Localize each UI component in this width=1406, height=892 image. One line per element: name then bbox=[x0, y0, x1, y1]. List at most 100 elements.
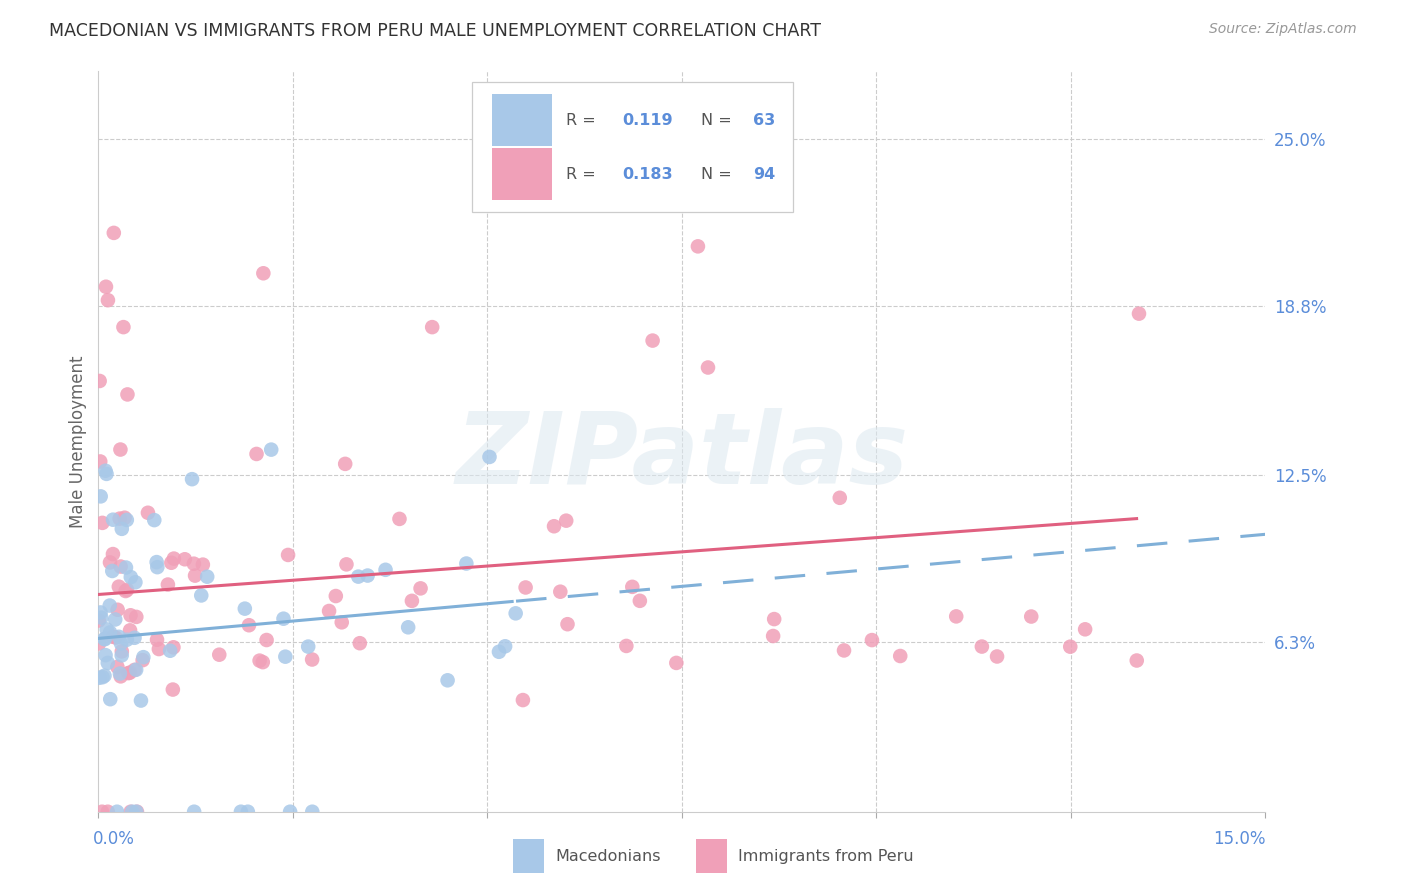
Point bbox=[117, 666, 139, 681]
Point bbox=[388, 512, 411, 526]
Point bbox=[125, 805, 148, 819]
Point bbox=[101, 513, 124, 527]
Point bbox=[121, 805, 143, 819]
Point bbox=[181, 472, 204, 486]
Point bbox=[945, 609, 967, 624]
Text: ZIPatlas: ZIPatlas bbox=[456, 408, 908, 505]
Text: 94: 94 bbox=[754, 167, 775, 182]
Point bbox=[512, 693, 534, 707]
Point bbox=[249, 654, 271, 668]
Point bbox=[136, 506, 159, 520]
Point bbox=[131, 653, 153, 667]
Point bbox=[543, 519, 565, 533]
Point bbox=[107, 660, 129, 674]
Point bbox=[94, 632, 117, 646]
Point bbox=[160, 556, 183, 570]
Point bbox=[252, 655, 274, 669]
Point bbox=[101, 564, 124, 578]
Point bbox=[89, 671, 111, 685]
Point bbox=[274, 649, 297, 664]
Text: N =: N = bbox=[700, 113, 737, 128]
Point bbox=[89, 454, 111, 468]
Point bbox=[762, 629, 785, 643]
Text: 0.119: 0.119 bbox=[623, 113, 673, 128]
Point bbox=[129, 693, 152, 707]
Point bbox=[256, 633, 278, 648]
Point bbox=[148, 642, 170, 657]
Point bbox=[125, 610, 148, 624]
Point bbox=[1126, 653, 1149, 667]
Point bbox=[318, 604, 340, 618]
Text: Immigrants from Peru: Immigrants from Peru bbox=[738, 849, 914, 863]
Point bbox=[163, 551, 186, 566]
Point bbox=[98, 692, 121, 706]
Point bbox=[97, 293, 120, 308]
Point bbox=[114, 584, 136, 599]
Point bbox=[641, 334, 664, 348]
Point bbox=[229, 805, 252, 819]
FancyBboxPatch shape bbox=[492, 148, 553, 200]
Point bbox=[356, 568, 378, 582]
Text: 0.183: 0.183 bbox=[623, 167, 673, 182]
Point bbox=[335, 457, 357, 471]
Point bbox=[94, 464, 117, 478]
Point bbox=[970, 640, 993, 654]
Point bbox=[120, 805, 142, 819]
Text: Source: ZipAtlas.com: Source: ZipAtlas.com bbox=[1209, 22, 1357, 37]
Point bbox=[91, 670, 114, 684]
Point bbox=[104, 631, 127, 645]
Point bbox=[111, 644, 134, 658]
Point bbox=[146, 632, 169, 647]
Point bbox=[436, 673, 458, 688]
Point bbox=[335, 558, 357, 572]
Point bbox=[396, 620, 419, 634]
Point bbox=[143, 513, 166, 527]
Text: 0.0%: 0.0% bbox=[93, 830, 135, 848]
Point bbox=[120, 624, 142, 638]
Point bbox=[557, 617, 579, 632]
Point bbox=[297, 640, 319, 654]
Point bbox=[110, 636, 132, 650]
Text: R =: R = bbox=[567, 113, 602, 128]
Point bbox=[93, 632, 115, 646]
Point bbox=[456, 557, 478, 571]
Point bbox=[686, 239, 709, 253]
Point bbox=[162, 640, 184, 655]
Point bbox=[409, 582, 432, 596]
Point bbox=[124, 631, 146, 645]
Point bbox=[697, 360, 720, 375]
Point bbox=[621, 580, 644, 594]
Point bbox=[97, 805, 120, 819]
Point bbox=[91, 805, 114, 819]
Point bbox=[494, 640, 516, 654]
Point bbox=[98, 625, 121, 640]
Point bbox=[478, 450, 501, 464]
Point bbox=[111, 522, 134, 536]
Point bbox=[125, 805, 148, 819]
Point bbox=[260, 442, 283, 457]
Point bbox=[125, 663, 148, 677]
Point bbox=[195, 570, 218, 584]
Point bbox=[110, 559, 132, 574]
Point bbox=[505, 607, 527, 621]
Point bbox=[103, 226, 125, 240]
Point bbox=[273, 612, 295, 626]
Point bbox=[347, 569, 370, 583]
Point bbox=[108, 580, 131, 594]
Point bbox=[183, 805, 205, 819]
Point bbox=[488, 645, 510, 659]
Point bbox=[108, 666, 131, 681]
Point bbox=[301, 805, 323, 819]
Point bbox=[1019, 609, 1042, 624]
Point bbox=[90, 489, 112, 503]
Point bbox=[101, 547, 124, 561]
Point bbox=[191, 558, 214, 572]
Point bbox=[104, 612, 127, 626]
Point bbox=[91, 516, 114, 530]
Point bbox=[374, 563, 396, 577]
Point bbox=[665, 656, 688, 670]
Point bbox=[98, 556, 121, 570]
Point bbox=[120, 608, 142, 623]
Point bbox=[860, 633, 883, 648]
Point bbox=[173, 552, 195, 566]
